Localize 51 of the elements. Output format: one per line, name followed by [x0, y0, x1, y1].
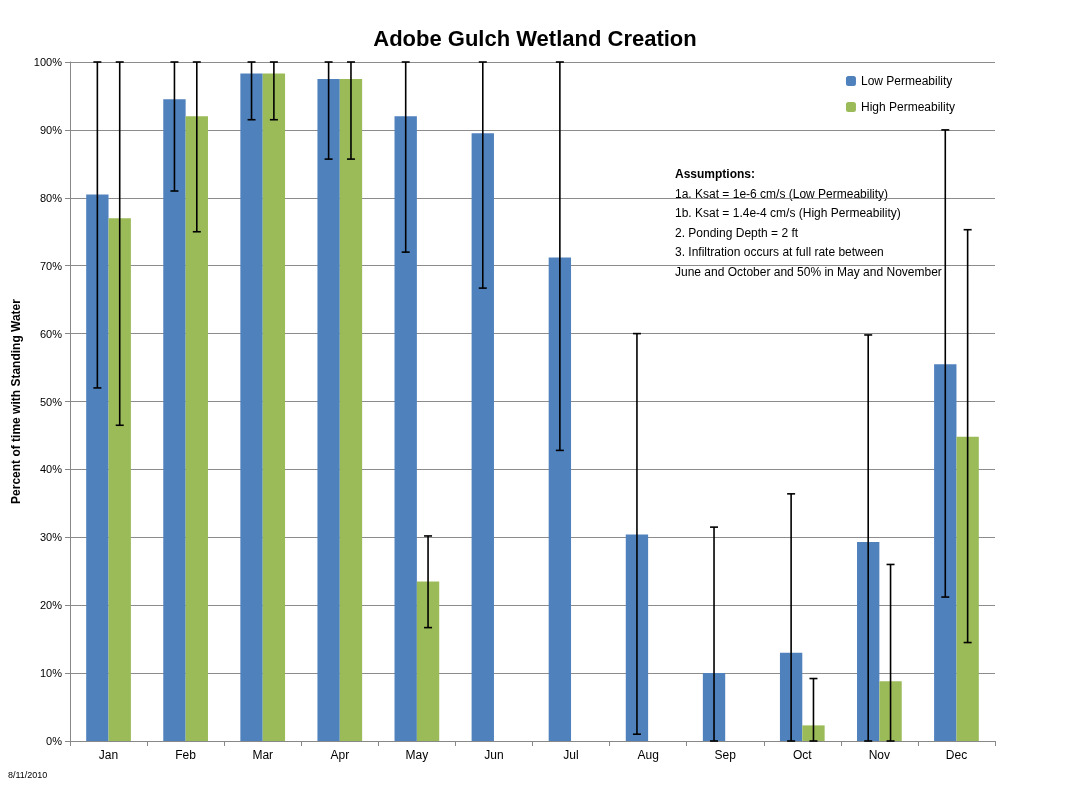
bar [163, 99, 186, 741]
x-tick-label: Jul [563, 748, 579, 762]
y-tick-label: 50% [39, 395, 63, 408]
x-tick-label: Jan [98, 748, 119, 762]
annotation: Assumptions: [675, 167, 756, 181]
y-axis-title: Percent of time with Standing Water [9, 298, 23, 504]
bar [934, 364, 957, 741]
x-tick-label: Feb [175, 748, 197, 762]
bar [86, 194, 109, 741]
annotation: 3. Infiltration occurs at full rate between [675, 245, 884, 259]
bar [339, 78, 363, 741]
bar [879, 681, 902, 741]
bar [185, 116, 208, 741]
y-tick-label: 30% [39, 531, 63, 544]
y-tick-label: 10% [39, 667, 63, 680]
bar [262, 73, 286, 741]
annotation: 1b. Ksat = 1.4e-4 cm/s (High Permeability) [675, 206, 901, 220]
x-tick-label: Sep [714, 748, 737, 762]
annotation: 1a. Ksat = 1e-6 cm/s (Low Permeability) [675, 186, 889, 201]
chart-title: Adobe Gulch Wetland Creation [373, 25, 697, 51]
x-tick-label: Oct [792, 748, 813, 762]
y-tick-label: 60% [39, 327, 63, 340]
y-tick-label: 100% [33, 56, 63, 68]
annotation: 2. Ponding Depth = 2 ft [675, 225, 799, 240]
bar [625, 534, 649, 741]
bar [317, 78, 340, 741]
x-tick-label: Dec [945, 748, 968, 762]
y-tick-label: 0% [46, 735, 63, 747]
bar [240, 73, 263, 741]
bar [802, 725, 825, 741]
x-tick-label: Nov [868, 748, 891, 762]
x-tick-label: Mar [252, 748, 274, 762]
bar [394, 116, 417, 741]
bar [956, 436, 979, 741]
y-tick-label: 90% [39, 123, 63, 136]
x-tick-label: Apr [330, 748, 350, 762]
bar [548, 257, 572, 741]
annotation: June and October and 50% in May and November [675, 264, 942, 279]
bar [416, 581, 440, 741]
x-tick-label: Aug [637, 748, 659, 762]
bar [471, 133, 494, 741]
x-tick-label: Jun [484, 748, 504, 762]
legend-label: High Permeability [860, 100, 956, 114]
legend-label: Low Permeability [860, 74, 953, 88]
y-tick-label: 20% [39, 599, 63, 612]
y-tick-label: 70% [39, 259, 63, 272]
y-tick-label: 40% [39, 463, 63, 476]
x-tick-label: May [405, 748, 429, 762]
bar [108, 218, 131, 741]
y-tick-label: 80% [39, 191, 63, 204]
text: 8/11/2010 [8, 769, 48, 780]
